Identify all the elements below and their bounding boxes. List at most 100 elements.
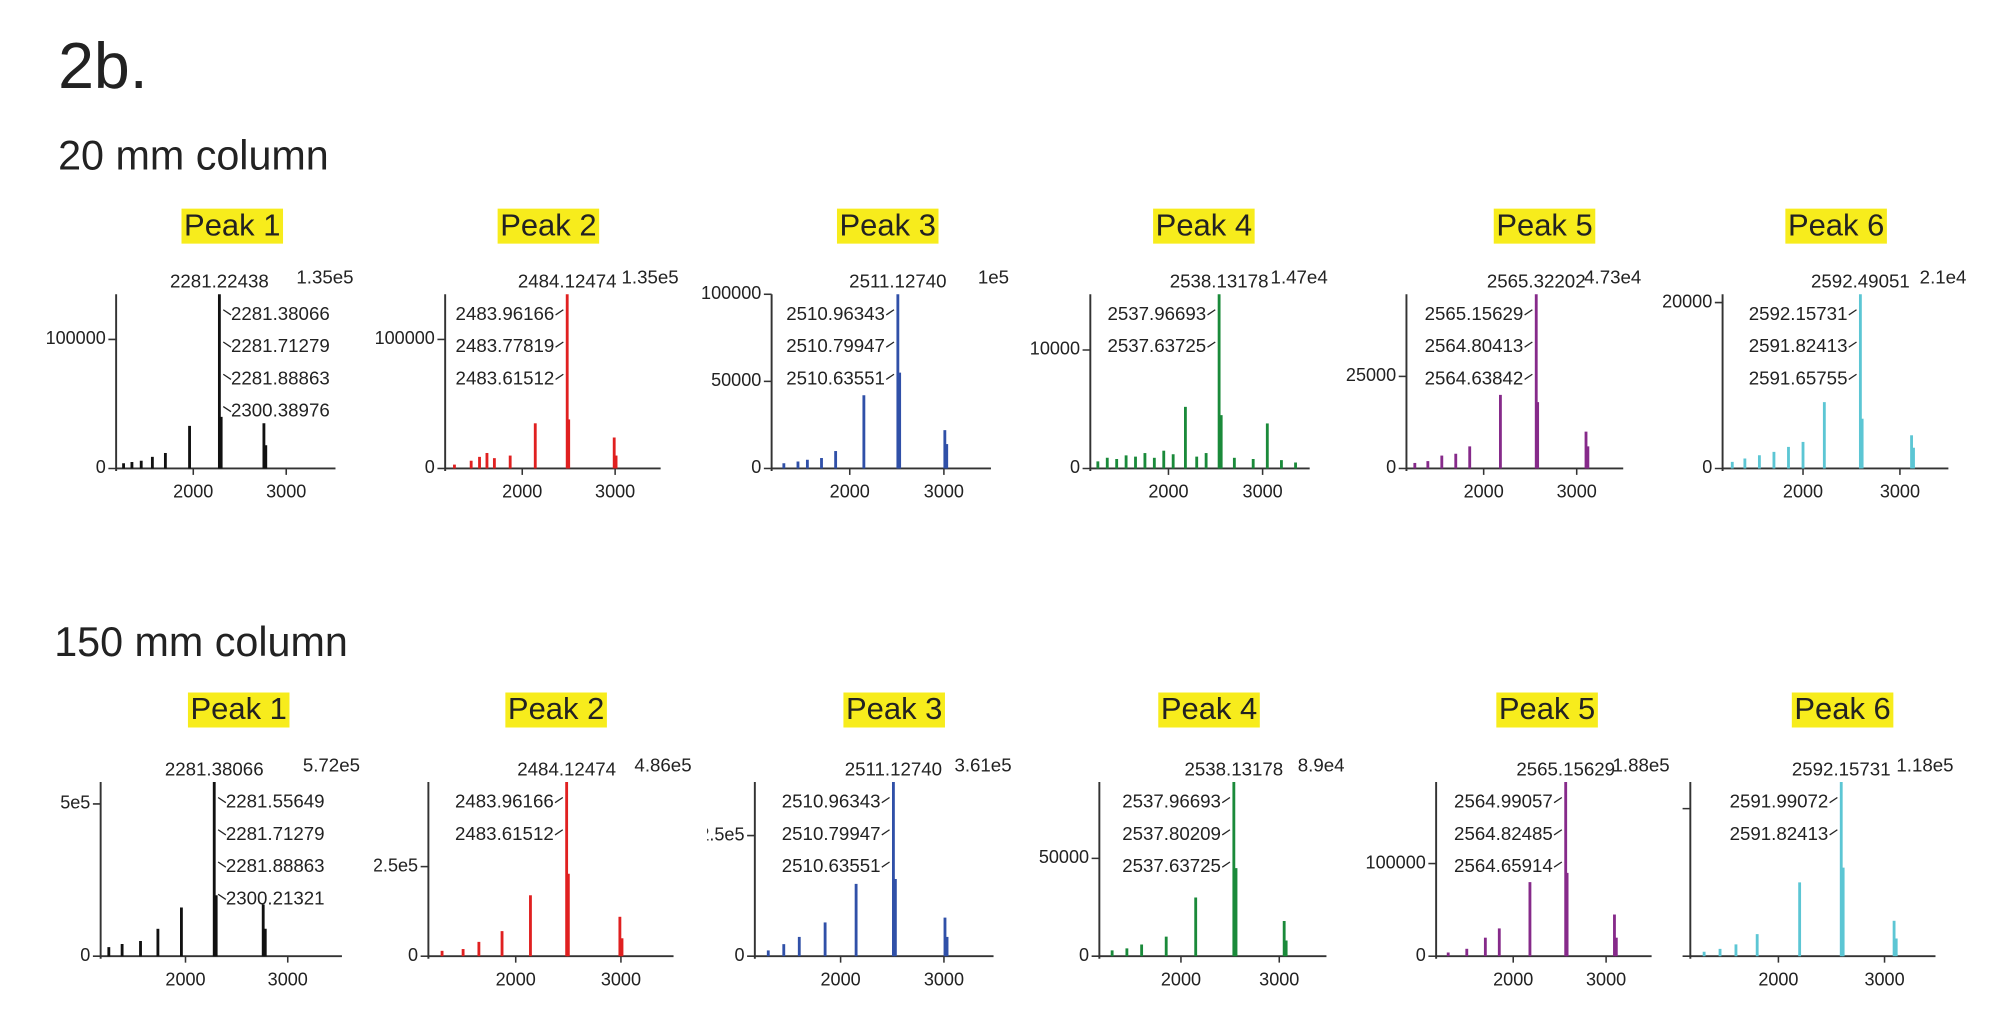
label-leader [881, 829, 890, 836]
title-highlight [505, 692, 607, 728]
x-tick-label: 3000 [1557, 482, 1597, 502]
top-peak-label: 2565.32202 [1487, 271, 1586, 292]
label-leader [881, 796, 890, 804]
label-leader [1848, 309, 1857, 316]
y-tick-label: 100000 [46, 328, 106, 348]
peak-label: 2564.65914 [1454, 855, 1553, 876]
top-peak-label: 2484.12474 [518, 271, 617, 292]
y-tick-label: 50000 [711, 370, 761, 390]
x-tick-label: 3000 [924, 482, 964, 502]
scale-label: 1.47e4 [1271, 267, 1328, 288]
chart-title: Peak 5 [1499, 691, 1595, 726]
chart-title: Peak 1 [191, 691, 287, 726]
title-highlight [1785, 208, 1887, 244]
label-leader [1207, 341, 1216, 348]
y-tick-label: 0 [1702, 457, 1712, 477]
chart-title: Peak 5 [1496, 207, 1592, 242]
scale-label: 4.73e4 [1584, 267, 1641, 288]
x-tick-label: 3000 [595, 482, 635, 502]
chart-title: Peak 3 [846, 691, 942, 726]
peak-label: 2510.63551 [782, 855, 881, 876]
peak-label: 2281.71279 [231, 335, 330, 356]
peak-label: 2483.96166 [455, 791, 554, 812]
scale-label: 1.88e5 [1613, 754, 1670, 775]
scale-label: 1.18e5 [1896, 754, 1953, 775]
y-tick-label: 2.5e5 [373, 855, 418, 875]
chart-title: Peak 2 [500, 207, 596, 242]
label-leader [222, 309, 232, 316]
y-tick-label: 0 [425, 457, 435, 477]
peak-label: 2281.71279 [226, 823, 325, 844]
y-tick-label: 5e5 [60, 793, 90, 813]
label-leader [222, 405, 232, 413]
peak-label: 2281.55649 [226, 791, 325, 812]
label-leader [217, 829, 227, 836]
peak-label: 2483.77819 [456, 335, 555, 356]
y-tick-label: 20000 [1662, 291, 1712, 311]
title-highlight [497, 208, 600, 244]
figure-label: 2b. [58, 30, 148, 102]
y-tick-label: 0 [408, 945, 418, 965]
x-tick-label: 2000 [165, 969, 205, 989]
scale-label: 8.9e4 [1298, 754, 1345, 775]
label-leader [555, 373, 564, 380]
peak-label: 2591.65755 [1749, 367, 1848, 388]
label-leader [217, 796, 227, 804]
panel: Peak 4 0 10000 2000 3000 2538.13178 1.47e4 2537… [1030, 207, 1328, 501]
y-tick-label: 100000 [1620, 797, 1680, 817]
peak-label: 2510.79947 [786, 335, 885, 356]
x-tick-label: 3000 [1243, 482, 1283, 502]
label-leader [1553, 829, 1563, 836]
x-tick-label: 3000 [268, 969, 308, 989]
peak-label: 2300.21321 [226, 887, 325, 908]
y-tick-label: 0 [1670, 945, 1680, 965]
label-leader [217, 861, 227, 868]
y-tick-label: 0 [1079, 945, 1089, 965]
peak-label: 2591.99072 [1730, 791, 1829, 812]
peak-label: 2565.15629 [1425, 303, 1524, 324]
scale-label: 1.35e5 [622, 267, 679, 288]
top-peak-label: 2565.15629 [1516, 758, 1615, 779]
x-tick-label: 2000 [496, 969, 536, 989]
x-tick-label: 3000 [1259, 969, 1299, 989]
peak-label: 2564.63842 [1425, 367, 1524, 388]
y-tick-label: 100000 [701, 283, 761, 303]
x-tick-label: 2000 [830, 482, 870, 502]
x-tick-label: 2000 [1783, 482, 1823, 502]
peak-label: 2510.63551 [786, 367, 885, 388]
panel: Peak 4 0 50000 2000 3000 2538.13178 8.9e4 2537.… [1039, 691, 1345, 989]
y-tick-label: 0 [1416, 945, 1426, 965]
peak-label: 2300.38976 [231, 400, 330, 421]
x-tick-label: 3000 [1586, 969, 1626, 989]
y-tick-label: 100000 [375, 328, 435, 348]
title-highlight [1791, 692, 1894, 728]
row-title: 150 mm column [54, 619, 348, 665]
peak-label: 2281.38066 [231, 303, 330, 324]
scale-label: 1.35e5 [296, 267, 353, 288]
peak-label: 2537.96693 [1107, 303, 1206, 324]
label-leader [555, 341, 564, 348]
peak-label: 2564.99057 [1454, 791, 1553, 812]
x-tick-label: 2000 [1758, 969, 1798, 989]
title-highlight [1493, 208, 1596, 244]
x-tick-label: 3000 [1864, 969, 1904, 989]
chart-title: Peak 1 [184, 207, 280, 242]
label-leader [554, 796, 564, 804]
scale-label: 3.61e5 [954, 754, 1011, 775]
peak-label: 2483.61512 [456, 367, 555, 388]
label-leader [1848, 341, 1857, 348]
label-leader [1829, 829, 1838, 836]
chart-title: Peak 6 [1788, 207, 1884, 242]
y-tick-label: 2.5e5 [699, 824, 744, 844]
label-leader [881, 861, 890, 868]
peak-label: 2537.80209 [1122, 823, 1221, 844]
scale-label: 1e5 [978, 267, 1009, 288]
y-tick-label: 0 [734, 945, 744, 965]
label-leader [1848, 373, 1857, 380]
title-highlight [1496, 692, 1598, 728]
x-tick-label: 3000 [924, 969, 964, 989]
label-leader [1207, 309, 1216, 316]
panel: Peak 2 0 2.5e5 2000 3000 2484.12474 4.86e5 2483… [373, 691, 691, 989]
label-leader [885, 341, 895, 348]
